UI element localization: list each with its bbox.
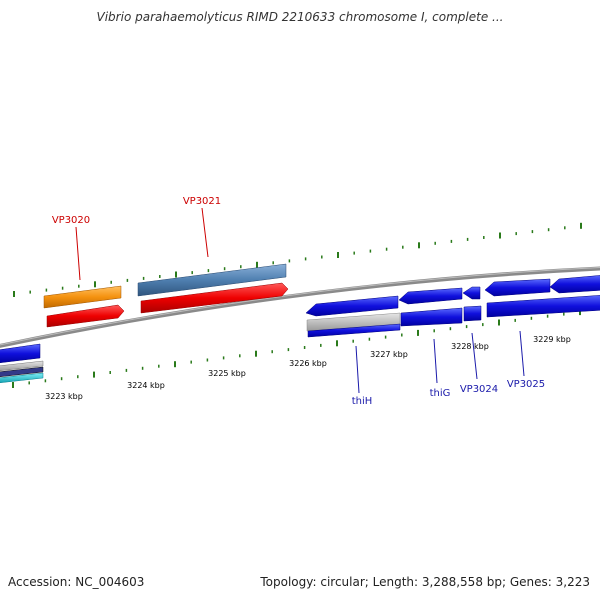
gene-left-blue[interactable] (0, 343, 41, 364)
tick-label-3227: 3227 kbp (370, 350, 408, 359)
leader-vp3020 (75, 226, 81, 281)
label-vp3025[interactable]: VP3025 (507, 379, 545, 390)
gene-vp3020-orange[interactable] (43, 285, 122, 309)
gene-left-cyan[interactable] (0, 372, 44, 384)
gene-thig[interactable] (398, 287, 463, 305)
label-vp3024[interactable]: VP3024 (460, 384, 498, 395)
gene-vp3026[interactable] (549, 275, 600, 294)
leader-thig (433, 338, 438, 384)
gene-vp3021-steel[interactable] (137, 263, 287, 297)
label-thih[interactable]: thiH (352, 396, 373, 407)
tick-label-3223: 3223 kbp (45, 392, 83, 401)
chromosome-backbone-highlight (0, 266, 600, 346)
genome-title: Vibrio parahaemolyticus RIMD 2210633 chr… (96, 10, 504, 24)
tick-label-3228: 3228 kbp (451, 342, 489, 351)
label-vp3020[interactable]: VP3020 (52, 215, 90, 226)
tick-label-3224: 3224 kbp (127, 381, 165, 390)
tick-label-3229: 3229 kbp (533, 335, 571, 344)
leader-thih (355, 345, 360, 394)
gene-thih[interactable] (305, 295, 399, 317)
accession-text: Accession: NC_004603 (8, 575, 145, 589)
gene-vp3025[interactable] (484, 278, 551, 297)
gene-left-navy[interactable] (0, 366, 44, 378)
chromosome-backbone (0, 266, 600, 348)
gene-blue-lower-3[interactable] (463, 305, 482, 322)
tick-label-3225: 3225 kbp (208, 369, 246, 378)
leader-vp3025 (519, 330, 525, 377)
genome-summary-text: Topology: circular; Length: 3,288,558 bp… (260, 575, 590, 589)
label-vp3021[interactable]: VP3021 (183, 196, 221, 207)
leader-vp3021 (201, 207, 209, 258)
label-thig[interactable]: thiG (430, 388, 451, 399)
gene-vp3024[interactable] (462, 286, 481, 300)
gene-blue-lower-4[interactable] (486, 295, 600, 318)
gene-vp3020-red[interactable] (46, 304, 125, 328)
tick-label-3226: 3226 kbp (289, 359, 327, 368)
tick-marks (12, 222, 582, 388)
gene-blue-lower-2[interactable] (400, 307, 463, 327)
gene-left-grey (0, 360, 44, 372)
leader-vp3024 (471, 332, 478, 380)
gene-vp3021-red[interactable] (140, 282, 289, 314)
gene-blue-lower-1[interactable] (307, 323, 401, 338)
